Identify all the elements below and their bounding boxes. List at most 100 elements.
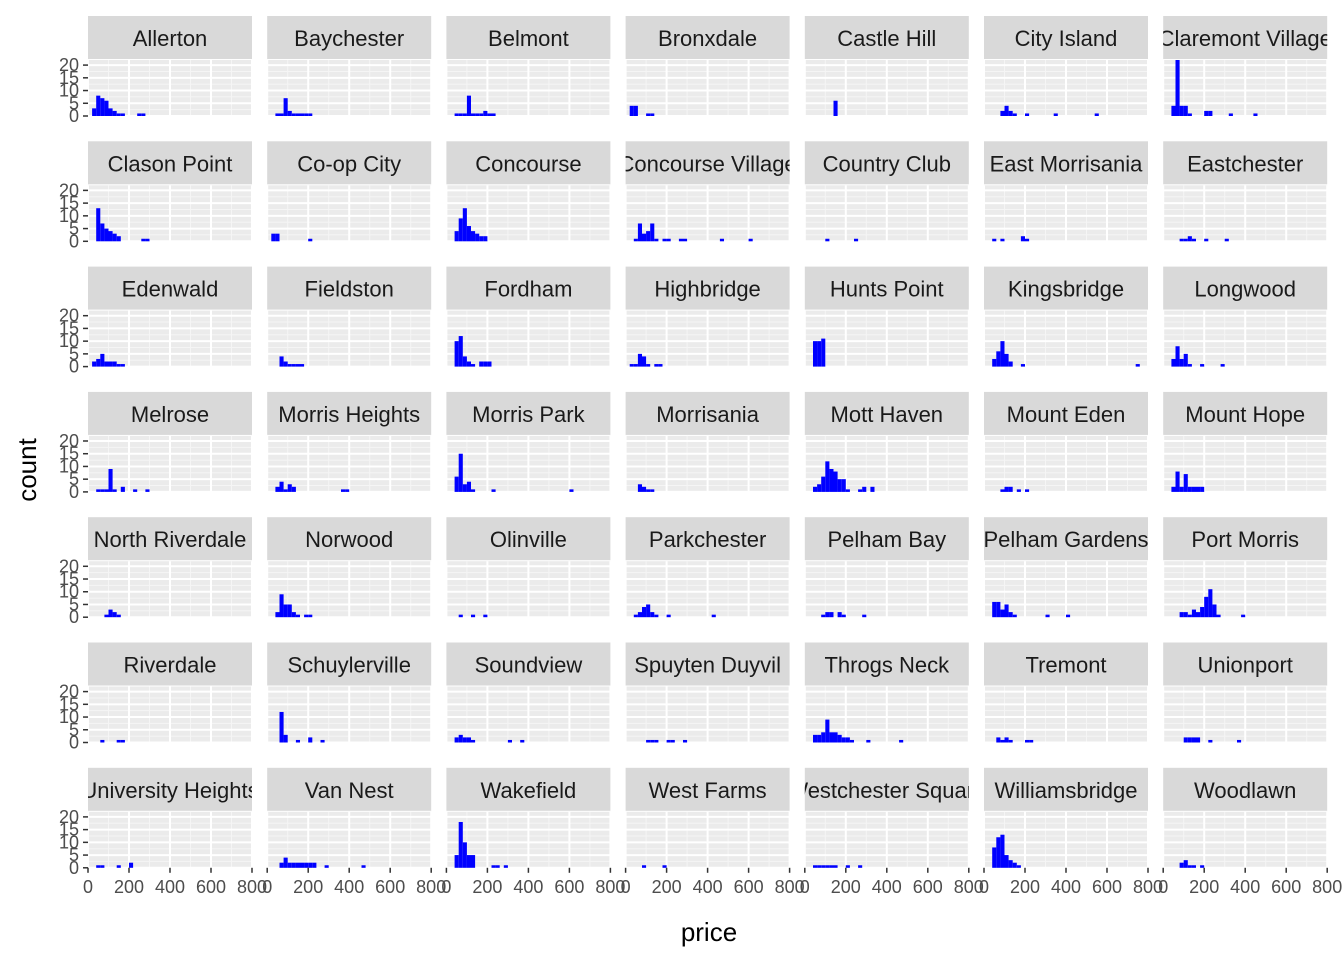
histogram-bar — [96, 208, 101, 242]
histogram-bar — [633, 614, 638, 618]
facet-strip — [804, 391, 969, 435]
histogram-bar — [817, 865, 822, 868]
facet-strip-label: Port Morris — [1191, 527, 1299, 552]
facet-panel: Eastchester — [1162, 141, 1329, 243]
histogram-bar — [1008, 612, 1013, 618]
histogram-bar — [637, 353, 642, 367]
y-tick-label: 20 — [59, 807, 79, 827]
facet-strip — [804, 517, 969, 561]
histogram-bar — [462, 737, 467, 743]
histogram-bar — [108, 609, 113, 618]
histogram-bar — [1228, 113, 1233, 116]
facet-panel: Country Club — [803, 141, 970, 243]
histogram-bar — [821, 476, 826, 492]
histogram-bar — [96, 95, 101, 116]
histogram-bar — [845, 865, 850, 868]
histogram-bar — [345, 489, 350, 492]
facet-strip — [267, 642, 432, 686]
histogram-bar — [821, 865, 826, 868]
histogram-bar — [291, 862, 296, 868]
facet-panel: Mott Haven — [803, 391, 970, 493]
facet-panel: Highbridge — [624, 266, 791, 368]
histogram-bar — [116, 236, 121, 242]
histogram-bar — [1200, 486, 1205, 492]
y-tick-label: 15 — [59, 569, 79, 589]
facet-strip — [267, 391, 432, 435]
histogram-bar — [1066, 614, 1071, 618]
histogram-bar — [642, 356, 647, 367]
facet-strip-label: Tremont — [1025, 653, 1106, 678]
histogram-bar — [829, 468, 834, 492]
histogram-bar — [471, 364, 476, 367]
histogram-bar — [1008, 486, 1013, 492]
histogram-bar — [341, 489, 346, 492]
facet-strip-label: Woodlawn — [1194, 778, 1296, 803]
facet-strip — [446, 266, 611, 310]
histogram-bar — [1187, 113, 1192, 116]
histogram-bar — [1000, 341, 1005, 367]
facet-strip — [88, 391, 252, 435]
histogram-bar — [491, 489, 496, 492]
histogram-bar — [279, 594, 284, 618]
histogram-bar — [120, 486, 125, 492]
y-tick-label: 0 — [69, 482, 79, 502]
y-tick-label: 10 — [59, 456, 79, 476]
histogram-bar — [637, 223, 642, 242]
facet-strip-label: Allerton — [133, 26, 208, 51]
facet-panel: Schuylerville — [266, 642, 433, 744]
histogram-bar — [992, 601, 997, 618]
histogram-bar — [862, 614, 867, 618]
facet-strip-label: University Heights — [81, 778, 258, 803]
histogram-bar — [866, 739, 871, 743]
histogram-bar — [283, 604, 288, 618]
facet-panel: Baychester — [266, 16, 433, 117]
histogram-bar — [454, 231, 459, 242]
histogram-bar — [361, 865, 366, 868]
facet-strip — [625, 16, 790, 59]
histogram-bar — [646, 113, 651, 116]
histogram-bar — [1187, 364, 1192, 367]
x-tick-label: 0 — [621, 877, 631, 897]
histogram-bar — [462, 113, 467, 116]
histogram-bar — [642, 865, 647, 868]
facet-strip-label: Wakefield — [481, 778, 577, 803]
facet-panel: Castle Hill — [803, 16, 970, 117]
facet-strip-label: Schuylerville — [287, 653, 411, 678]
facet-panel: Pelham Bay — [803, 517, 970, 619]
histogram-bar — [854, 238, 859, 242]
histogram-bar — [813, 734, 818, 743]
facet-strip — [625, 517, 790, 561]
histogram-bar — [466, 737, 471, 743]
y-axis-title: count — [12, 437, 42, 501]
histogram-bar — [1171, 358, 1176, 367]
histogram-bar — [108, 361, 113, 367]
histogram-bar — [495, 865, 500, 868]
histogram-bar — [471, 739, 476, 743]
facet-panel: Fordham — [445, 266, 612, 368]
histogram-bar — [283, 98, 288, 116]
facet-strip — [267, 767, 432, 811]
histogram-bar — [287, 364, 292, 367]
y-tick-label: 10 — [59, 707, 79, 727]
histogram-bar — [471, 489, 476, 492]
histogram-bar — [116, 739, 121, 743]
facet-panel: East Morrisania — [983, 141, 1149, 243]
histogram-bar — [475, 113, 480, 116]
x-tick-label: 600 — [375, 877, 405, 897]
histogram-bar — [1200, 865, 1205, 868]
histogram-bar — [458, 821, 463, 868]
histogram-bar — [112, 489, 117, 492]
y-tick-label: 5 — [69, 219, 79, 239]
histogram-bar — [1208, 589, 1213, 618]
histogram-bar — [637, 612, 642, 618]
histogram-bar — [646, 604, 651, 618]
histogram-bar — [1191, 737, 1196, 743]
histogram-bar — [100, 223, 105, 242]
histogram-bar — [837, 734, 842, 743]
facet-panel: Pelham Gardens — [983, 517, 1149, 619]
histogram-bar — [1187, 236, 1192, 242]
histogram-bar — [466, 481, 471, 492]
x-tick-label: 800 — [775, 877, 805, 897]
